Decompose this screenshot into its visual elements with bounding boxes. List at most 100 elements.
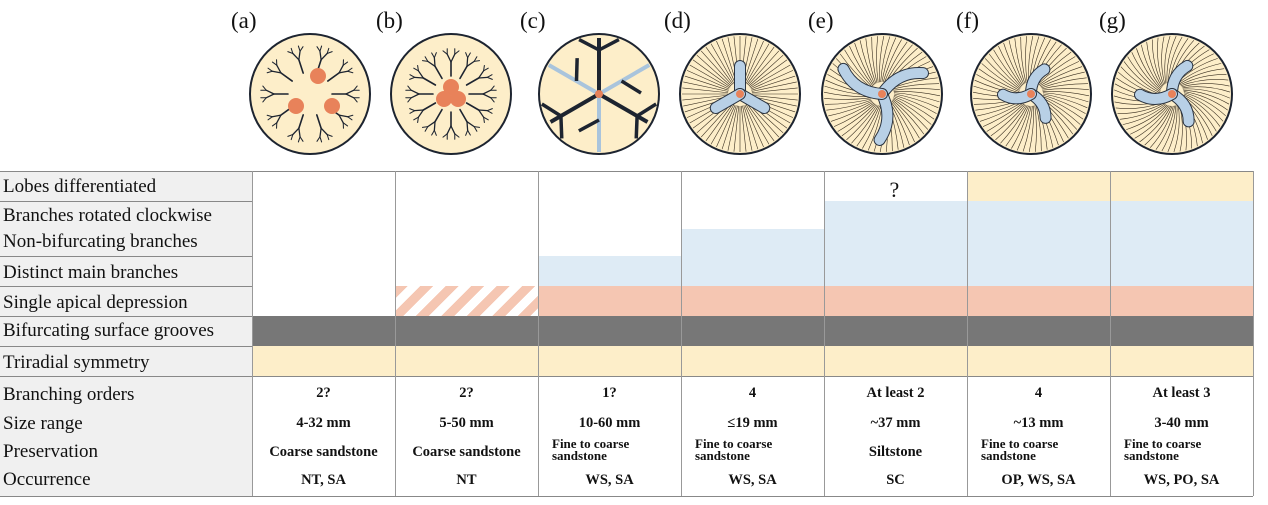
size-range: 5-50 mm xyxy=(439,415,494,431)
feature-cell xyxy=(681,286,824,316)
feature-cell xyxy=(395,316,538,346)
branching-order: 4 xyxy=(1034,385,1043,401)
feature-cell xyxy=(538,346,681,376)
feature-cell xyxy=(967,171,1110,201)
feature-cell xyxy=(252,171,395,201)
feature-cell xyxy=(967,316,1110,346)
panel-label: (d) xyxy=(664,8,691,33)
occurrence: NT, SA xyxy=(301,472,346,488)
feature-cell xyxy=(967,346,1110,376)
branching-order: 2? xyxy=(459,385,474,401)
feature-label: Bifurcating surface grooves xyxy=(3,320,215,341)
branching-order: 2? xyxy=(316,385,331,401)
branching-order: At least 2 xyxy=(866,385,925,401)
preservation: Fine to coarse sandstone xyxy=(1124,436,1202,463)
feature-cell xyxy=(1110,286,1253,316)
feature-cell xyxy=(395,201,538,256)
feature-cell xyxy=(681,171,824,201)
label-column xyxy=(0,171,252,376)
preservation: Fine to coarse sandstone xyxy=(981,436,1059,463)
preservation: Fine to coarse sandstone xyxy=(695,436,773,463)
feature-cell xyxy=(252,256,395,286)
fossil-illustration xyxy=(1106,28,1238,165)
feature-label: Single apical depression xyxy=(3,292,188,313)
preservation: Coarse sandstone xyxy=(269,444,378,460)
panel-label: (f) xyxy=(956,8,979,33)
column-divider xyxy=(252,171,253,496)
panel-label: (g) xyxy=(1099,8,1126,33)
row-divider xyxy=(0,376,1253,377)
feature-cell xyxy=(681,316,824,346)
feature-cell xyxy=(967,201,1110,256)
feature-cell xyxy=(824,316,967,346)
fossil-illustration xyxy=(385,28,517,165)
column-divider xyxy=(395,171,396,496)
feature-cell xyxy=(252,286,395,316)
occurrence: WS, SA xyxy=(728,472,777,488)
feature-cell xyxy=(824,346,967,376)
occurrence: NT xyxy=(456,472,477,488)
feature-cell xyxy=(252,201,395,256)
column-divider xyxy=(967,171,968,496)
attribute-label: Preservation xyxy=(3,441,98,462)
feature-cell xyxy=(538,171,681,201)
feature-cell xyxy=(252,316,395,346)
feature-cell xyxy=(681,346,824,376)
feature-cell xyxy=(1110,256,1253,286)
size-range: 4-32 mm xyxy=(296,415,351,431)
size-range: ~13 mm xyxy=(1013,415,1064,431)
panel-label: (b) xyxy=(376,8,403,33)
feature-cell xyxy=(1110,346,1253,376)
fossil-illustration xyxy=(965,28,1097,165)
feature-cell xyxy=(538,286,681,316)
feature-cell xyxy=(395,286,538,316)
feature-cell xyxy=(824,171,967,201)
branching-order: 4 xyxy=(748,385,757,401)
feature-label: Non-bifurcating branches xyxy=(3,231,198,252)
uncertain-mark: ? xyxy=(889,177,900,202)
fossil-illustration xyxy=(244,28,376,165)
occurrence: WS, PO, SA xyxy=(1143,472,1220,488)
feature-cell xyxy=(538,256,681,286)
feature-cell xyxy=(252,346,395,376)
feature-label: Branches rotated clockwise xyxy=(3,205,212,226)
occurrence: WS, SA xyxy=(585,472,634,488)
feature-cell xyxy=(824,256,967,286)
feature-cell xyxy=(395,256,538,286)
fossil-illustration xyxy=(816,28,948,165)
preservation: Fine to coarse sandstone xyxy=(552,436,630,463)
feature-cell xyxy=(681,256,824,286)
table-top-border xyxy=(0,171,1253,172)
fossil-illustration xyxy=(674,28,806,165)
preservation: Coarse sandstone xyxy=(412,444,521,460)
column-divider xyxy=(824,171,825,496)
column-divider xyxy=(1253,171,1254,496)
feature-label: Lobes differentiated xyxy=(3,176,157,197)
attribute-label-column xyxy=(0,377,252,496)
panel-label: (a) xyxy=(231,8,257,33)
panel-label: (c) xyxy=(520,8,546,33)
occurrence: OP, WS, SA xyxy=(1001,472,1076,488)
feature-cell xyxy=(538,201,681,256)
feature-cell xyxy=(967,256,1110,286)
feature-label: Triradial symmetry xyxy=(3,352,150,373)
feature-cell xyxy=(1110,316,1253,346)
occurrence: SC xyxy=(886,472,905,488)
size-range: ~37 mm xyxy=(870,415,921,431)
feature-cell xyxy=(395,346,538,376)
table-bottom-border xyxy=(0,496,1253,497)
feature-cell xyxy=(824,286,967,316)
feature-cell xyxy=(681,201,824,256)
column-divider xyxy=(1110,171,1111,496)
attribute-label: Branching orders xyxy=(3,384,135,405)
feature-cell xyxy=(395,171,538,201)
preservation: Siltstone xyxy=(868,444,923,460)
feature-cell xyxy=(1110,201,1253,256)
branching-order: 1? xyxy=(602,385,617,401)
feature-cell xyxy=(824,201,967,256)
size-range: ≤19 mm xyxy=(727,415,778,431)
attribute-label: Size range xyxy=(3,413,83,434)
size-range: 3-40 mm xyxy=(1154,415,1209,431)
feature-cell xyxy=(967,286,1110,316)
column-divider xyxy=(538,171,539,496)
